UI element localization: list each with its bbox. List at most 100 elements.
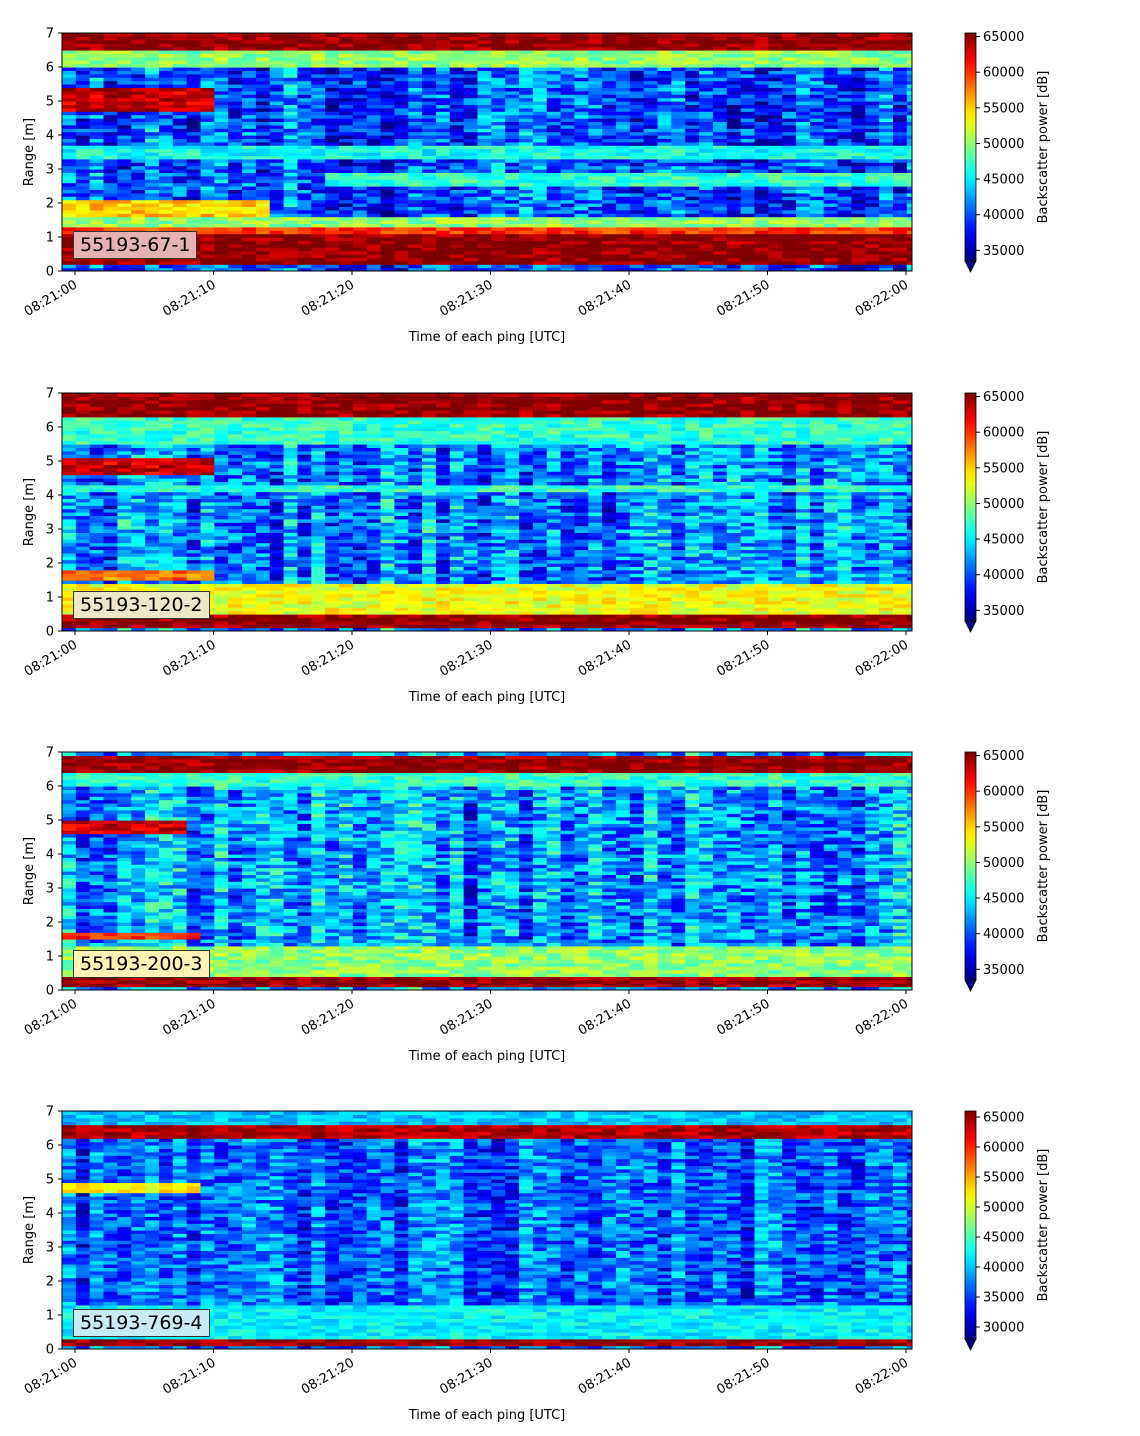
- heatmap-cell: [616, 145, 631, 150]
- heatmap-cell: [809, 165, 825, 170]
- heatmap-cell: [491, 240, 506, 245]
- heatmap-cell: [228, 172, 243, 177]
- heatmap-cell: [823, 199, 839, 204]
- heatmap-cell: [796, 131, 811, 136]
- heatmap-cell: [782, 199, 797, 204]
- heatmap-cell: [242, 135, 257, 139]
- heatmap-cell: [117, 447, 132, 452]
- heatmap-cell: [449, 84, 465, 88]
- heatmap-cell: [186, 257, 202, 262]
- heatmap-cell: [449, 33, 465, 37]
- heatmap-cell: [671, 135, 686, 139]
- heatmap-cell: [616, 250, 631, 255]
- heatmap-cell: [394, 226, 409, 231]
- heatmap-cell: [435, 73, 451, 78]
- heatmap-cell: [505, 97, 520, 102]
- heatmap-cell: [505, 155, 520, 160]
- heatmap-cell: [754, 216, 769, 221]
- heatmap-cell: [158, 573, 174, 578]
- heatmap-cell: [921, 186, 935, 190]
- heatmap-cell: [657, 90, 672, 95]
- heatmap-cell: [740, 56, 756, 61]
- colorbar-tick-label: 65000: [983, 30, 1024, 45]
- heatmap-cell: [768, 121, 783, 126]
- heatmap-cell: [297, 145, 312, 150]
- heatmap-cell: [477, 155, 492, 160]
- heatmap-cell: [145, 260, 160, 265]
- heatmap-cell: [352, 260, 368, 265]
- heatmap-cell: [602, 84, 617, 88]
- heatmap-cell: [435, 97, 451, 102]
- heatmap-cell: [740, 73, 756, 78]
- heatmap-cell: [796, 90, 811, 95]
- heatmap-cell: [89, 505, 105, 510]
- heatmap-cell: [768, 114, 783, 119]
- heatmap-cell: [837, 141, 853, 146]
- heatmap-cell: [712, 152, 728, 156]
- heatmap-cell: [62, 213, 77, 218]
- heatmap-cell: [380, 162, 395, 167]
- heatmap-cell: [339, 101, 354, 105]
- heatmap-cell: [103, 515, 118, 520]
- heatmap-cell: [574, 118, 589, 122]
- heatmap-cell: [380, 101, 395, 105]
- heatmap-cell: [255, 169, 271, 173]
- heatmap-cell: [339, 216, 354, 221]
- heatmap-cell: [117, 495, 132, 499]
- heatmap-cell: [145, 206, 160, 211]
- heatmap-cell: [865, 84, 880, 88]
- heatmap-cell: [103, 488, 118, 493]
- heatmap-cell: [560, 138, 576, 143]
- heatmap-cell: [865, 243, 880, 248]
- heatmap-cell: [214, 94, 229, 99]
- heatmap-cell: [754, 97, 769, 102]
- heatmap-cell: [242, 87, 257, 92]
- heatmap-cell: [75, 87, 91, 92]
- heatmap-cell: [117, 155, 132, 160]
- heatmap-cell: [131, 114, 146, 119]
- heatmap-cell: [172, 87, 188, 92]
- heatmap-cell: [75, 36, 91, 41]
- heatmap-cell: [602, 101, 617, 105]
- heatmap-cell: [643, 43, 659, 48]
- heatmap-cell: [186, 223, 202, 228]
- heatmap-cell: [242, 230, 257, 235]
- heatmap-cell: [311, 138, 326, 143]
- heatmap-cell: [809, 247, 825, 252]
- heatmap-cell: [726, 182, 742, 187]
- heatmap-cell: [740, 233, 756, 238]
- heatmap-cell: [283, 131, 299, 136]
- heatmap-cell: [865, 107, 880, 112]
- heatmap-cell: [103, 179, 118, 184]
- heatmap-cell: [685, 226, 700, 231]
- heatmap-cell: [532, 189, 548, 194]
- heatmap-cell: [242, 97, 257, 102]
- heatmap-cell: [89, 566, 105, 571]
- heatmap-cell: [477, 141, 492, 146]
- heatmap-cell: [726, 220, 742, 224]
- heatmap-cell: [726, 36, 742, 41]
- heatmap-cell: [422, 257, 437, 262]
- heatmap-cell: [172, 111, 188, 116]
- heatmap-cell: [228, 196, 243, 201]
- heatmap-cell: [560, 264, 576, 269]
- heatmap-cell: [242, 199, 257, 204]
- heatmap-cell: [117, 60, 132, 65]
- heatmap-cell: [879, 94, 894, 99]
- heatmap-cell: [145, 457, 160, 462]
- heatmap-cell: [893, 118, 908, 122]
- heatmap-cell: [158, 196, 174, 201]
- heatmap-cell: [366, 179, 382, 184]
- heatmap-cell: [740, 247, 756, 252]
- heatmap-cell: [491, 267, 506, 271]
- heatmap-cell: [325, 237, 340, 241]
- heatmap-cell: [851, 73, 866, 78]
- heatmap-cell: [906, 56, 912, 61]
- heatmap-cell: [879, 264, 894, 269]
- heatmap-cell: [117, 416, 132, 421]
- heatmap-cell: [921, 166, 935, 170]
- heatmap-cell: [726, 162, 742, 167]
- heatmap-cell: [629, 60, 645, 65]
- heatmap-cell: [726, 60, 742, 65]
- heatmap-cell: [657, 50, 672, 54]
